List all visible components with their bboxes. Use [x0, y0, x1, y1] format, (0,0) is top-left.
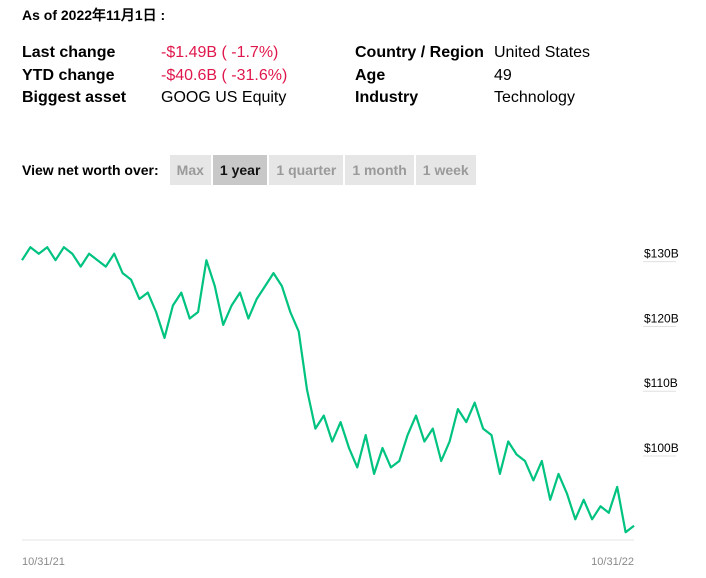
y-tick-label: $110B: [644, 376, 678, 390]
stat-country-region: Country / Region United States: [355, 42, 590, 65]
stat-label: Biggest asset: [22, 89, 127, 106]
stat-age: Age 49: [355, 65, 590, 88]
stat-label: Last change: [22, 44, 116, 61]
as-of-date: As of 2022年11月1日 :: [22, 7, 166, 23]
x-tick-label: 10/31/22: [591, 556, 634, 568]
y-tick-label: $120B: [644, 311, 679, 325]
range-selector: View net worth over: Max 1 year 1 quarte…: [22, 155, 478, 185]
stat-label: Country / Region: [355, 44, 484, 61]
net-worth-line: [21, 246, 635, 534]
stat-value: -$1.49B ( -1.7%): [161, 44, 279, 61]
stat-last-change: Last change -$1.49B ( -1.7%): [22, 42, 287, 65]
y-tick-label: $100B: [644, 441, 679, 455]
range-max-button[interactable]: Max: [169, 155, 211, 185]
y-tick-label: $130B: [644, 247, 679, 261]
range-1-week-button[interactable]: 1 week: [415, 155, 476, 185]
stat-value: GOOG US Equity: [161, 89, 287, 106]
x-tick-label: 10/31/21: [22, 556, 65, 568]
stats-right: Country / Region United States Age 49 In…: [355, 42, 590, 110]
stats-left: Last change -$1.49B ( -1.7%) YTD change …: [22, 42, 287, 110]
stat-ytd-change: YTD change -$40.6B ( -31.6%): [22, 65, 287, 88]
stat-label: Age: [355, 66, 386, 84]
stat-value: United States: [494, 44, 591, 61]
range-1-year-button[interactable]: 1 year: [212, 155, 268, 185]
range-1-quarter-button[interactable]: 1 quarter: [269, 155, 344, 185]
stat-industry: Industry Technology: [355, 87, 590, 110]
stat-value: 49: [494, 66, 512, 84]
stat-label: YTD change: [22, 66, 115, 84]
range-label: View net worth over:: [22, 162, 159, 178]
stat-value: -$40.6B ( -31.6%): [161, 66, 288, 84]
stat-biggest-asset: Biggest asset GOOG US Equity: [22, 87, 287, 110]
stat-label: Industry: [355, 89, 419, 106]
stat-value: Technology: [494, 89, 575, 106]
range-1-month-button[interactable]: 1 month: [345, 155, 414, 185]
